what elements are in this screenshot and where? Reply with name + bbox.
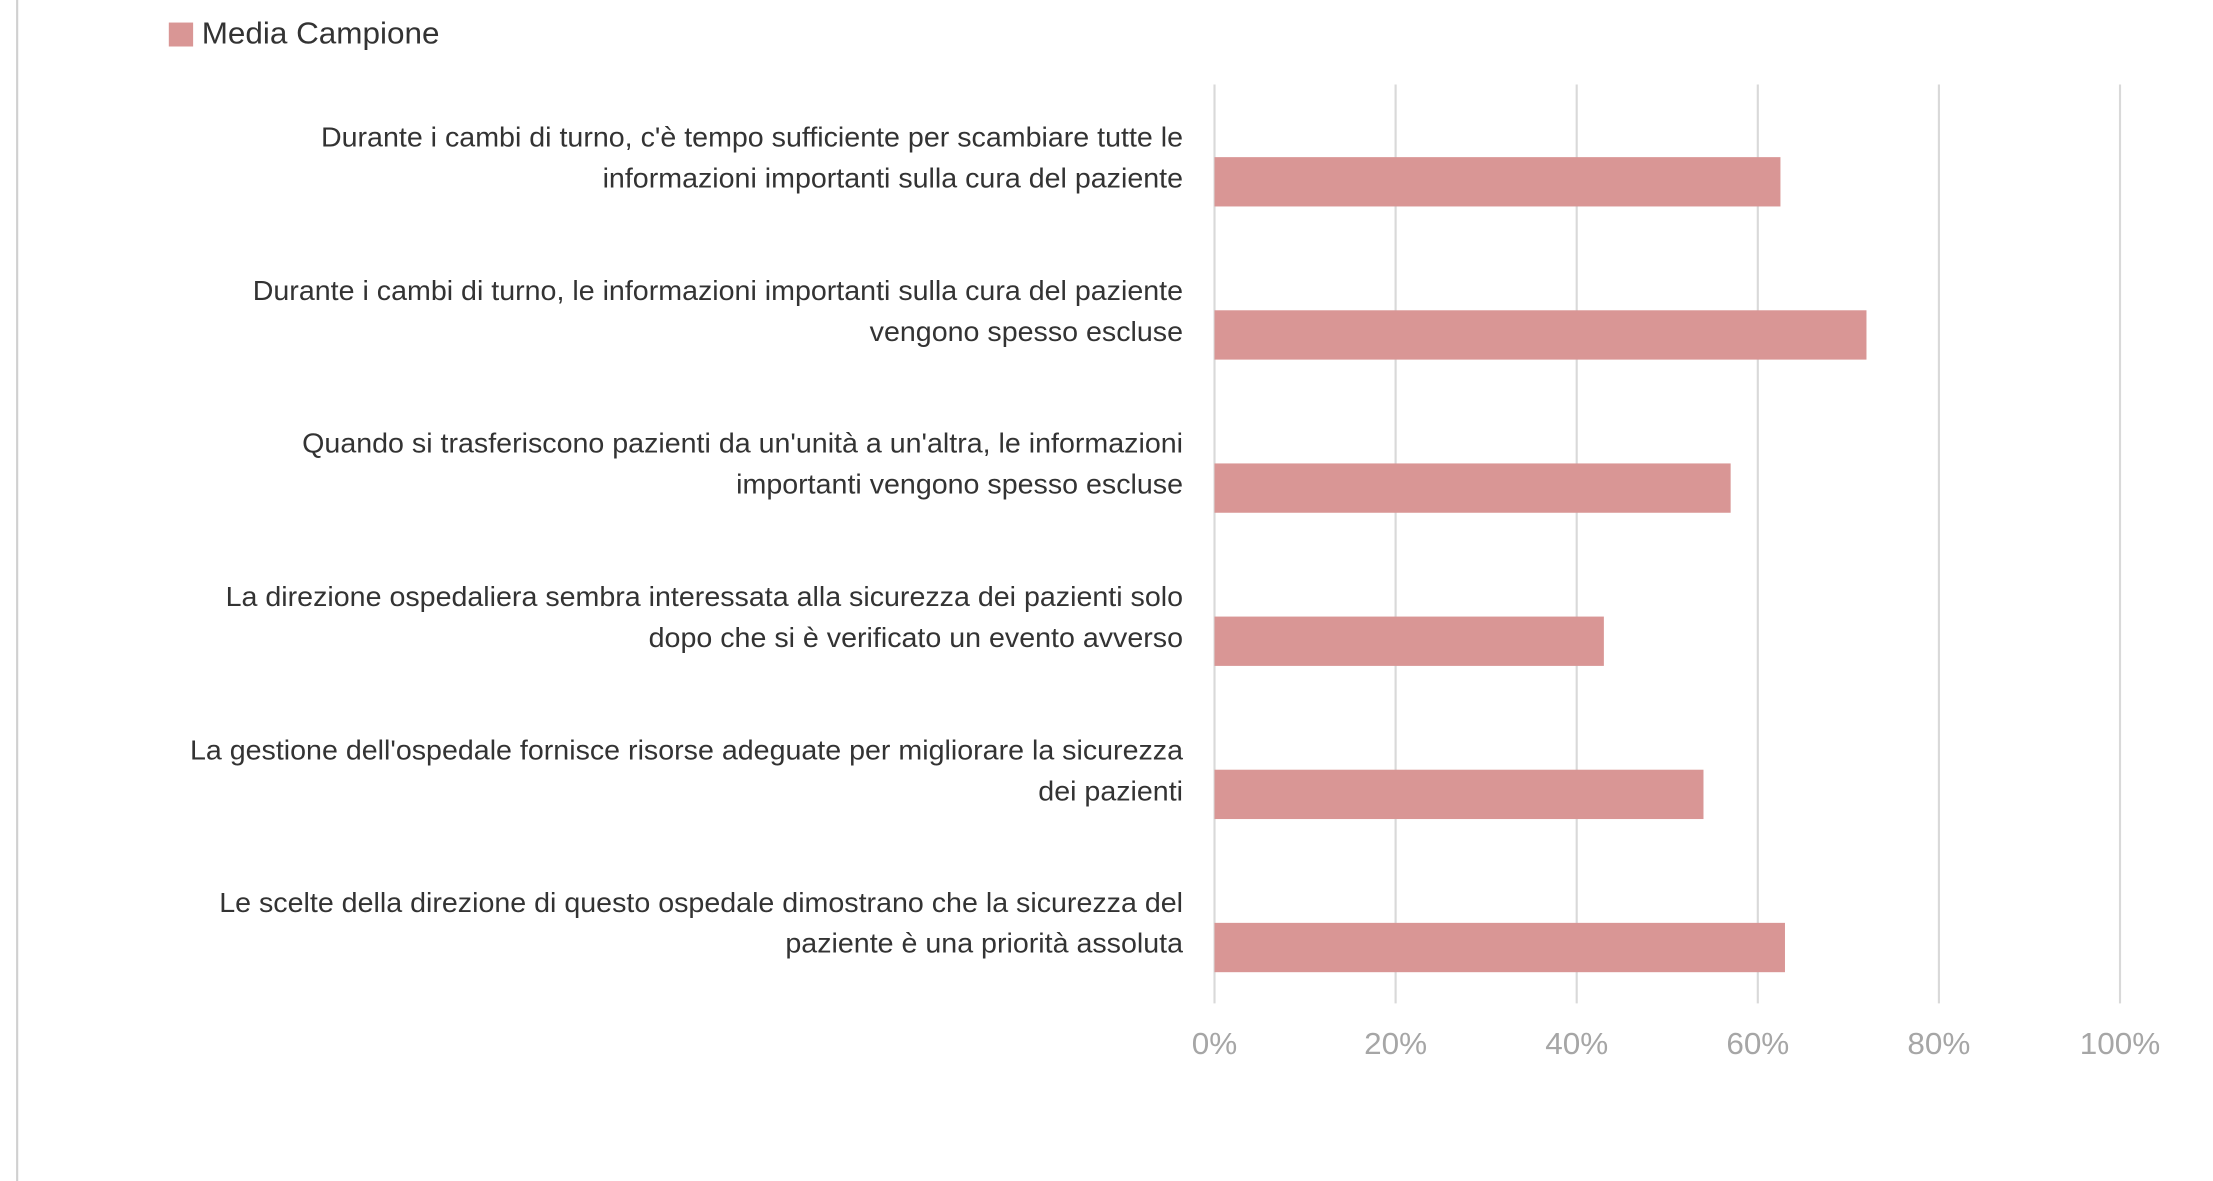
bar	[1214, 463, 1731, 513]
category-label: Le scelte della direzione di questo ospe…	[219, 888, 1184, 961]
x-tick-label: 0%	[1192, 1026, 1237, 1061]
category-label-box: La gestione dell'ospedale fornisce risor…	[189, 735, 1184, 808]
x-tick-label: 40%	[1545, 1026, 1608, 1061]
x-tick-label: 80%	[1907, 1026, 1970, 1061]
category-label-box: La direzione ospedaliera sembra interess…	[225, 582, 1184, 654]
bar	[1214, 616, 1604, 666]
x-tick-label: 20%	[1364, 1026, 1427, 1061]
category-label-box: Durante i cambi di turno, le informazion…	[252, 275, 1184, 348]
x-tick-label: 60%	[1726, 1026, 1789, 1061]
bar	[1214, 922, 1785, 973]
legend-swatch	[168, 22, 194, 47]
legend-label: Media Campione	[202, 16, 440, 51]
category-label-box: Quando si trasferiscono pazienti da un'u…	[302, 428, 1184, 501]
x-tick-label: 100%	[2080, 1026, 2160, 1061]
category-label-box: Le scelte della direzione di questo ospe…	[219, 888, 1184, 961]
category-label: La direzione ospedaliera sembra interess…	[225, 582, 1184, 654]
bar	[1214, 769, 1704, 820]
category-label-box: Durante i cambi di turno, c'è tempo suff…	[320, 122, 1184, 195]
category-label: Quando si trasferiscono pazienti da un'u…	[302, 428, 1184, 501]
bar	[1214, 310, 1867, 360]
category-label: Durante i cambi di turno, c'è tempo suff…	[320, 122, 1184, 195]
category-label: La gestione dell'ospedale fornisce risor…	[189, 735, 1184, 808]
category-label: Durante i cambi di turno, le informazion…	[252, 275, 1184, 348]
bar	[1214, 157, 1781, 207]
